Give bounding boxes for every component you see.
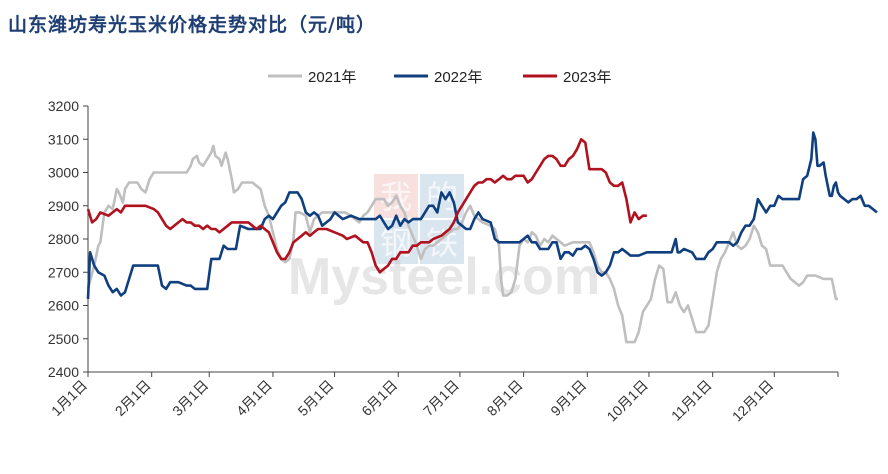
series-layer <box>86 131 878 344</box>
x-tick-label: 7月1日 <box>420 377 462 419</box>
x-tick-label: 4月1日 <box>233 377 275 419</box>
legend: 2021年 2022年 2023年 <box>268 69 611 86</box>
watermark-logo-tile <box>374 220 418 264</box>
x-axis: 1月1日 2月1日 3月1日 4月1日 5月1日 6月1日 7月1日 8月1日 9月1日 10月1… <box>48 371 839 425</box>
y-tick-label: 2400 <box>48 364 79 380</box>
y-tick-label: 3200 <box>48 98 79 114</box>
x-tick-label: 2月1日 <box>112 377 154 419</box>
x-tick-label: 3月1日 <box>169 377 211 419</box>
y-tick-label: 2600 <box>48 298 79 314</box>
y-tick-label: 2800 <box>48 231 79 247</box>
x-tick-label: 8月1日 <box>484 377 526 419</box>
y-axis: 2400 2500 2600 2700 2800 2900 3000 3100 3200 <box>48 98 89 380</box>
x-tick-label: 6月1日 <box>358 377 400 419</box>
y-tick-label: 2900 <box>48 198 79 214</box>
watermark-logo-char: 钢 <box>380 225 412 261</box>
watermark-logo-char: 的 <box>426 179 458 215</box>
x-tick-label: 5月1日 <box>295 377 337 419</box>
legend-label: 2023年 <box>563 69 611 86</box>
series-line-2022年 <box>86 131 878 299</box>
y-tick-label: 3000 <box>48 165 79 181</box>
x-tick-label: 12月1日 <box>729 377 777 425</box>
x-tick-label: 10月1日 <box>603 377 651 425</box>
legend-label: 2022年 <box>434 69 482 86</box>
series-line-2021年 <box>86 144 838 344</box>
x-tick-label: 1月1日 <box>48 377 90 419</box>
x-tick-label: 11月1日 <box>668 377 715 424</box>
watermark: 我的钢 铁Mysteel.com <box>288 174 600 306</box>
legend-label: 2021年 <box>308 69 356 86</box>
watermark-text: Mysteel.com <box>288 248 600 306</box>
x-tick-label: 9月1日 <box>547 377 589 419</box>
y-tick-label: 2500 <box>48 331 79 347</box>
chart-title: 山东潍坊寿光玉米价格走势对比（元/吨） <box>8 14 376 36</box>
y-tick-label: 2700 <box>48 264 79 280</box>
series-line-2023年 <box>86 138 647 274</box>
y-tick-label: 3100 <box>48 131 79 147</box>
